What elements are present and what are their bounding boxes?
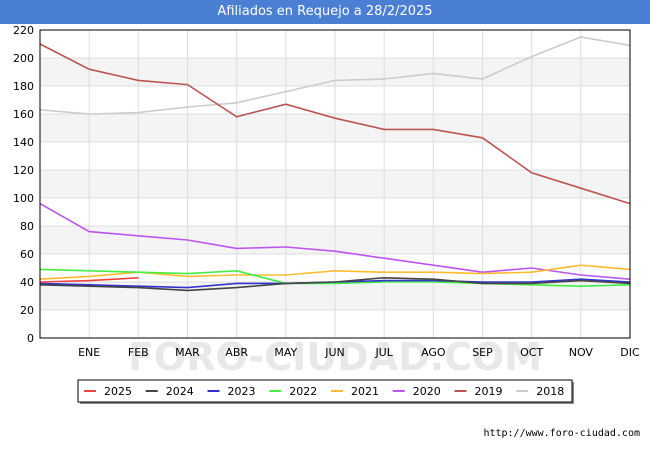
plot-border	[39, 29, 631, 339]
x-tick-label: JUN	[324, 346, 345, 359]
series-line-2018	[39, 36, 631, 115]
x-tick-label: DIC	[620, 346, 640, 359]
y-tick-label: 160	[13, 108, 34, 121]
x-tick-label: NOV	[569, 346, 594, 359]
y-tick-label: 20	[20, 304, 34, 317]
y-tick-label: 200	[13, 52, 34, 65]
legend-label-2021: 2021	[351, 385, 379, 398]
y-tick-label: 120	[13, 164, 34, 177]
source-url: http://www.foro-ciudad.com	[483, 428, 640, 439]
watermark: FORO-CIUDAD.COM	[128, 335, 542, 379]
y-tick-label: 80	[20, 220, 34, 233]
series-line-2024	[39, 276, 631, 292]
x-tick-label: ABR	[225, 346, 248, 359]
x-tick-label: SEP	[472, 346, 493, 359]
x-tick-label: AGO	[421, 346, 446, 359]
series-line-2019	[39, 43, 631, 205]
y-tick-label: 0	[27, 332, 34, 345]
chart-title: Afiliados en Requejo a 28/2/2025	[0, 0, 650, 24]
legend-label-2022: 2022	[289, 385, 317, 398]
y-tick-label: 220	[13, 24, 34, 37]
y-tick-label: 140	[13, 136, 34, 149]
legend-label-2019: 2019	[475, 385, 503, 398]
y-tick-label: 40	[20, 276, 34, 289]
x-tick-label: FEB	[128, 346, 149, 359]
x-tick-label: OCT	[520, 346, 543, 359]
legend: 2025 2024 2023 2022 2021 2020 2019 2018	[77, 379, 574, 404]
legend-label-2018: 2018	[536, 385, 564, 398]
x-tick-label: ENE	[78, 346, 100, 359]
x-tick-label: MAY	[274, 346, 297, 359]
x-tick-label: MAR	[175, 346, 200, 359]
legend-label-2020: 2020	[413, 385, 441, 398]
grid	[40, 29, 631, 339]
legend-label-2023: 2023	[228, 385, 256, 398]
legend-label-2025: 2025	[104, 385, 132, 398]
series-line-2025	[39, 277, 139, 283]
series-line-2020	[39, 202, 631, 280]
y-axis-labels: 0 20 40 60 80 100 120 140 160 180 200 220	[13, 24, 34, 345]
line-chart: FORO-CIUDAD.COM 0 20 40 60 80 100 120 140 160 180…	[13, 24, 640, 404]
series-lines	[39, 36, 631, 292]
x-tick-label: JUL	[374, 346, 393, 359]
y-tick-label: 60	[20, 248, 34, 261]
legend-label-2024: 2024	[166, 385, 194, 398]
x-axis-labels: ENE FEB MAR ABR MAY JUN JUL AGO SEP OCT NOV DIC	[78, 346, 640, 359]
series-line-2022	[39, 268, 631, 288]
y-tick-label: 180	[13, 80, 34, 93]
legend-box	[77, 379, 573, 403]
y-tick-label: 100	[13, 192, 34, 205]
